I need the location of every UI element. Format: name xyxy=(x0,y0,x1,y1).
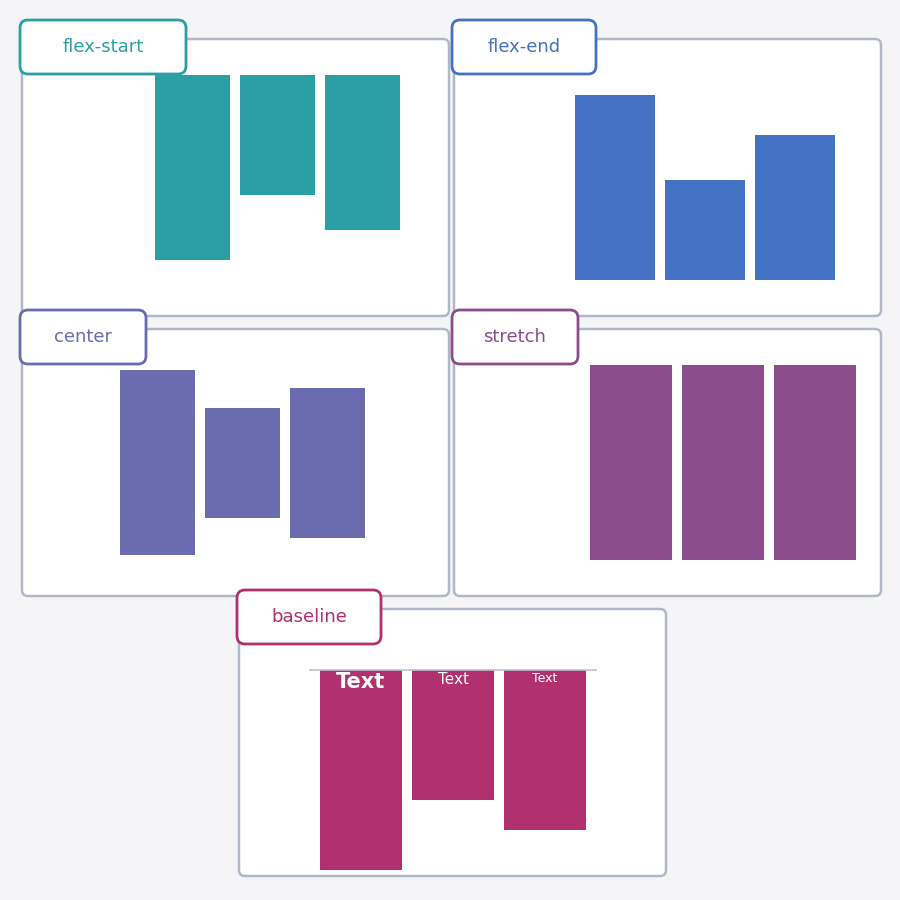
Text: center: center xyxy=(54,328,112,346)
Bar xyxy=(504,670,586,830)
FancyBboxPatch shape xyxy=(20,20,186,74)
Bar xyxy=(774,365,856,560)
Bar xyxy=(575,95,655,280)
Bar xyxy=(412,670,494,800)
Text: flex-end: flex-end xyxy=(488,38,561,56)
Bar xyxy=(590,365,672,560)
Bar xyxy=(290,388,365,537)
FancyBboxPatch shape xyxy=(22,39,449,316)
FancyBboxPatch shape xyxy=(452,20,596,74)
FancyBboxPatch shape xyxy=(454,39,881,316)
Text: Text: Text xyxy=(437,672,469,687)
Bar xyxy=(325,75,400,230)
FancyBboxPatch shape xyxy=(454,329,881,596)
Bar xyxy=(205,408,280,518)
FancyBboxPatch shape xyxy=(20,310,146,364)
Bar xyxy=(120,370,195,555)
Text: flex-start: flex-start xyxy=(62,38,144,56)
FancyBboxPatch shape xyxy=(22,329,449,596)
Text: baseline: baseline xyxy=(271,608,346,626)
FancyBboxPatch shape xyxy=(452,310,578,364)
Text: Text: Text xyxy=(532,672,558,685)
Bar xyxy=(240,75,315,195)
Bar xyxy=(682,365,764,560)
Bar xyxy=(755,135,835,280)
Bar xyxy=(155,75,230,260)
Text: Text: Text xyxy=(337,672,385,692)
FancyBboxPatch shape xyxy=(239,609,666,876)
FancyBboxPatch shape xyxy=(237,590,381,644)
Text: stretch: stretch xyxy=(483,328,546,346)
Bar xyxy=(665,180,745,280)
Bar xyxy=(320,670,402,870)
